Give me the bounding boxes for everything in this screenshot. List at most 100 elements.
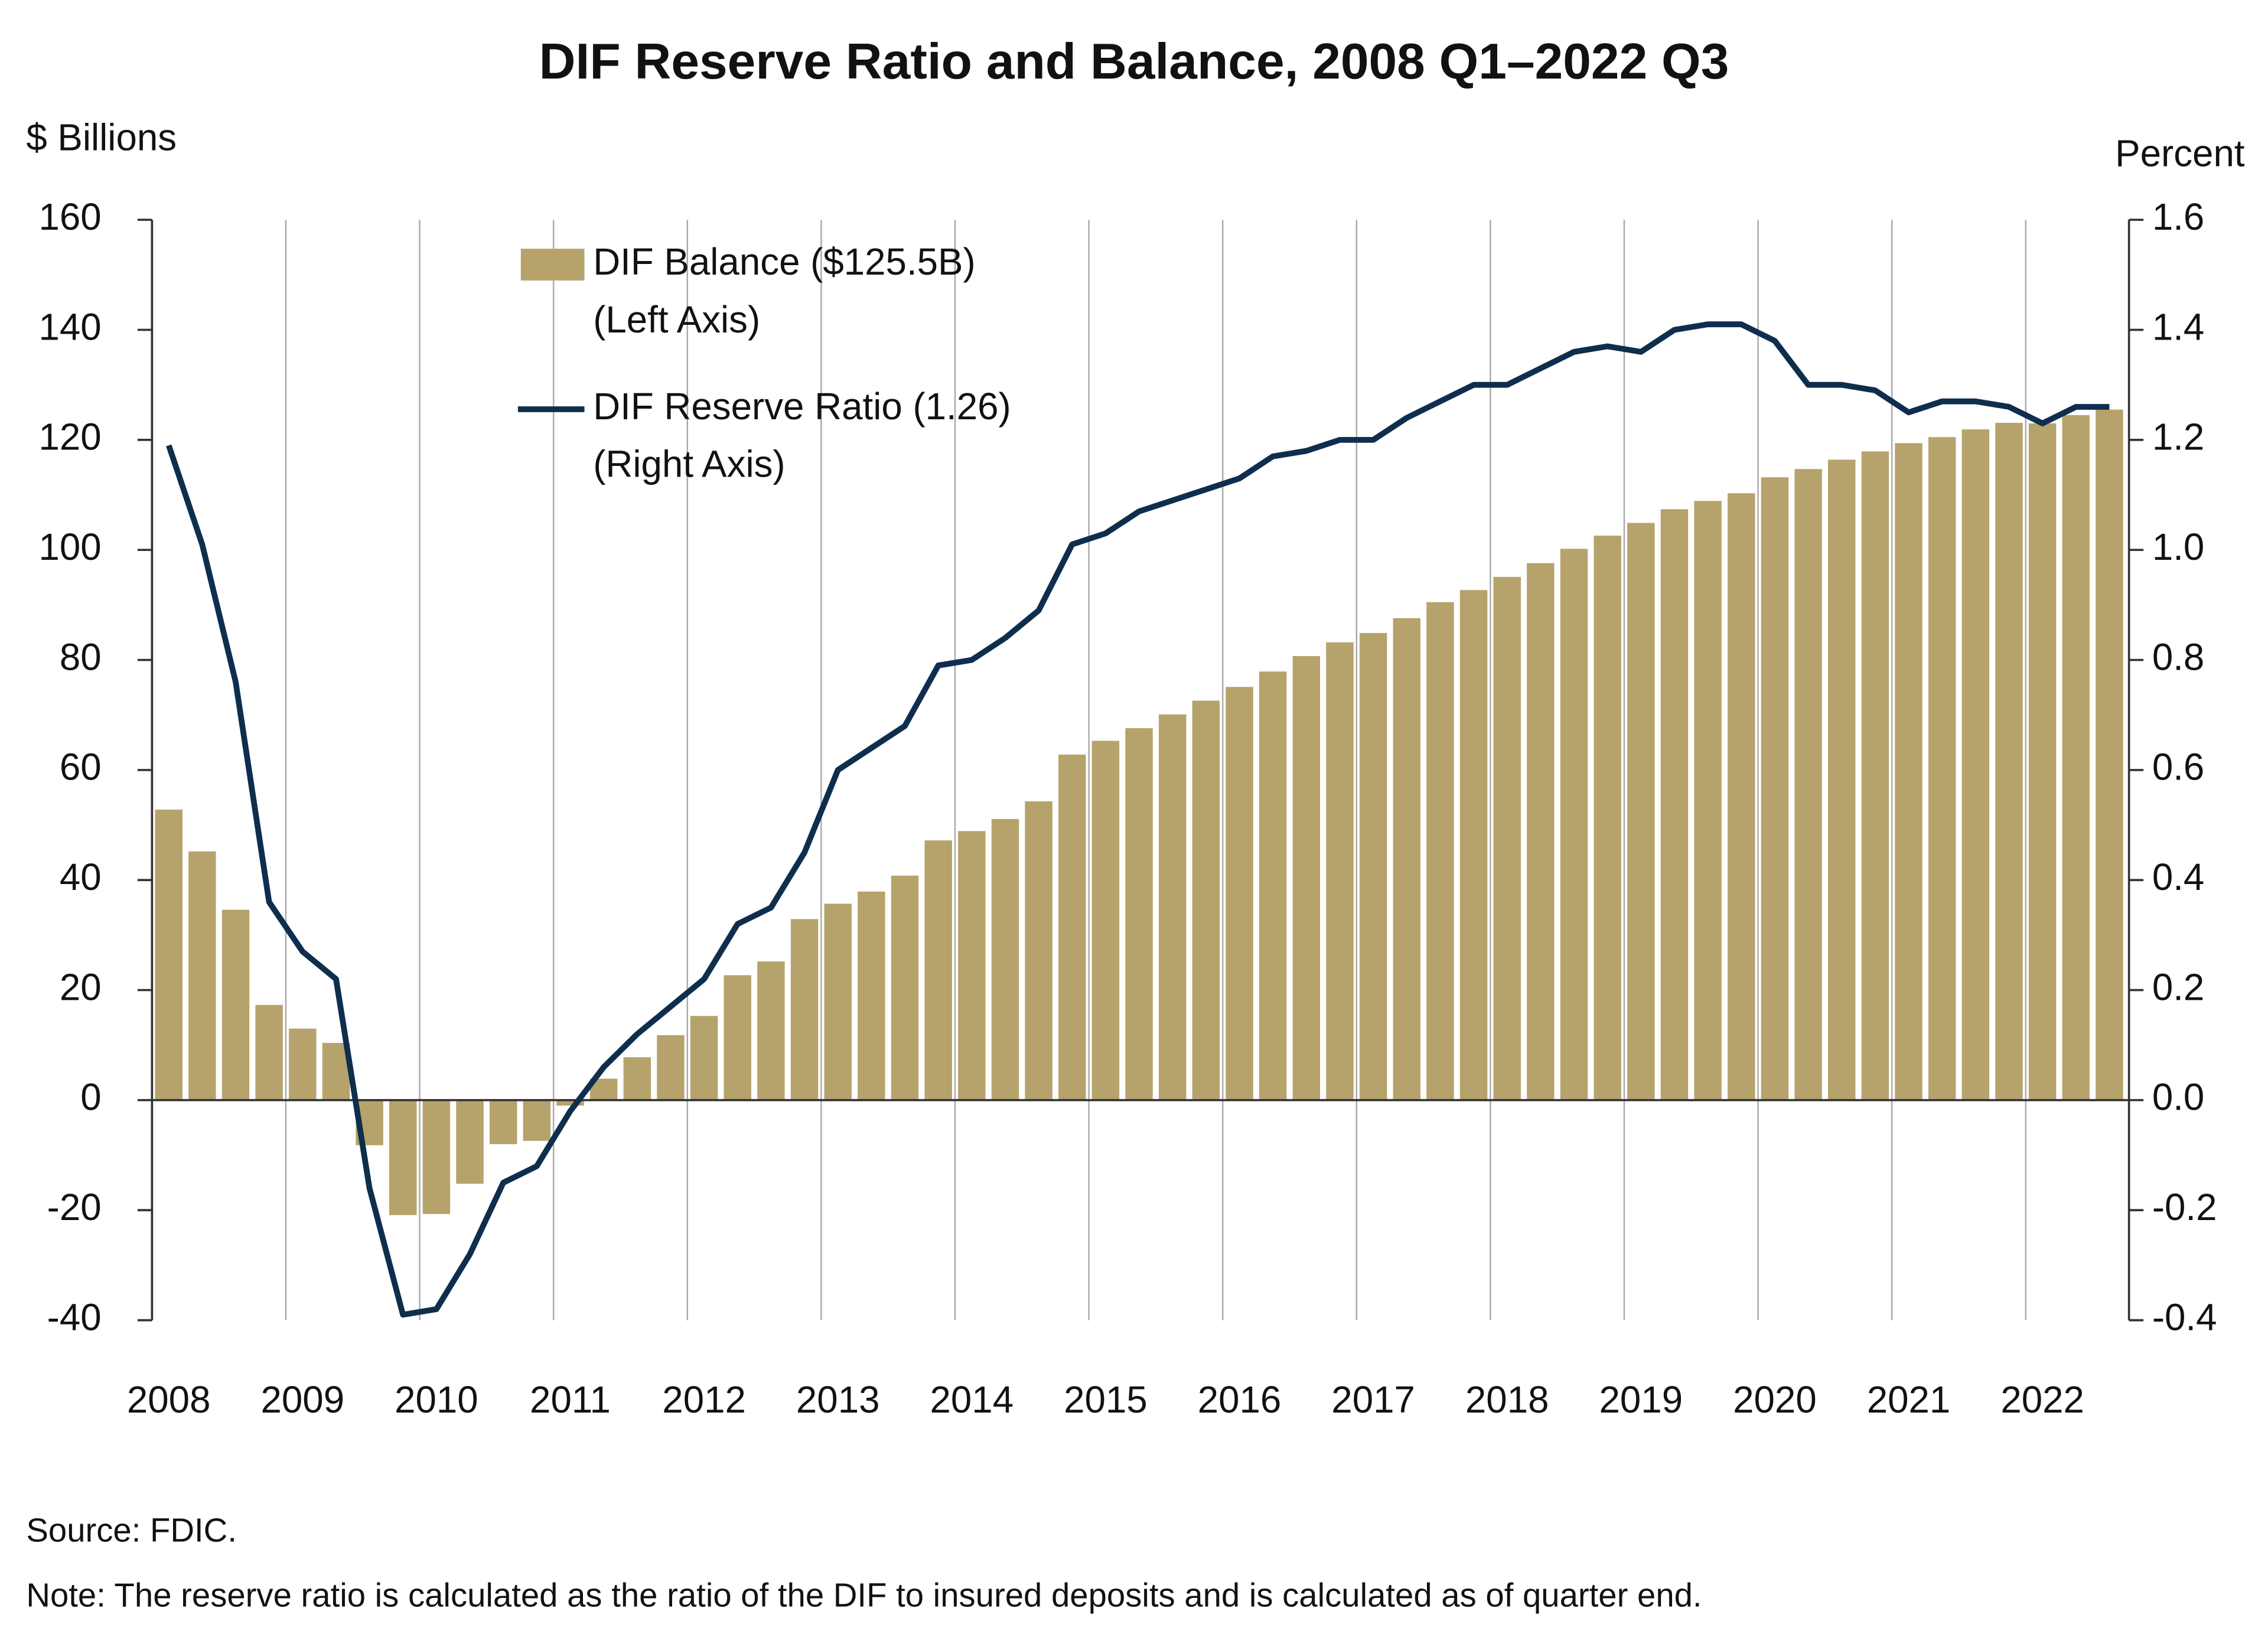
- y-tick-label: 40: [60, 856, 102, 898]
- bar: [623, 1057, 651, 1100]
- x-tick-label: 2020: [1733, 1379, 1817, 1421]
- bar: [991, 818, 1019, 1100]
- legend-swatch: [520, 249, 585, 281]
- y-tick-label: 100: [38, 526, 101, 568]
- bar: [1192, 700, 1220, 1100]
- y2-tick-label: 1.2: [2152, 416, 2205, 458]
- bar: [456, 1100, 484, 1184]
- x-tick-label: 2008: [127, 1379, 211, 1421]
- bar: [1226, 687, 1253, 1100]
- bar: [1493, 576, 1521, 1100]
- bar: [924, 840, 952, 1100]
- bar: [790, 919, 819, 1100]
- bar: [1125, 728, 1153, 1100]
- bar: [1627, 523, 1655, 1100]
- y-tick-label: -20: [47, 1186, 102, 1228]
- y-axis-label: $ Billions: [26, 116, 177, 158]
- bar: [289, 1028, 317, 1100]
- bar: [1861, 451, 1889, 1100]
- bar: [389, 1100, 417, 1215]
- bar: [1025, 801, 1052, 1100]
- bar: [1459, 590, 1488, 1100]
- bar: [1426, 602, 1454, 1100]
- x-tick-label: 2015: [1064, 1379, 1148, 1421]
- bar: [1292, 656, 1321, 1100]
- y2-tick-label: 0.4: [2152, 856, 2205, 898]
- bar: [1660, 509, 1689, 1100]
- legend-axis-note: (Right Axis): [593, 443, 785, 485]
- bar: [188, 851, 216, 1100]
- x-tick-label: 2010: [395, 1379, 478, 1421]
- bar: [958, 831, 986, 1100]
- bar: [1594, 535, 1621, 1100]
- bar: [891, 875, 919, 1100]
- y-tick-label: 80: [60, 636, 102, 678]
- y2-tick-label: 0.2: [2152, 966, 2205, 1008]
- bar: [556, 1100, 584, 1106]
- y2-tick-label: 0.8: [2152, 636, 2205, 678]
- y-tick-label: 140: [38, 306, 101, 348]
- x-tick-label: 2012: [662, 1379, 746, 1421]
- bar: [2062, 415, 2090, 1100]
- x-tick-label: 2013: [796, 1379, 880, 1421]
- bar: [1728, 493, 1755, 1100]
- y-tick-label: -40: [47, 1296, 102, 1338]
- y-tick-label: 160: [38, 196, 101, 238]
- bar: [1158, 714, 1187, 1100]
- bar: [1761, 477, 1789, 1100]
- y2-tick-label: -0.4: [2152, 1296, 2217, 1338]
- line: [166, 321, 2110, 1318]
- bar: [757, 961, 785, 1100]
- y2-tick-label: 1.6: [2152, 196, 2205, 238]
- legend-label: DIF Reserve Ratio (1.26): [593, 386, 1011, 428]
- bar: [1359, 632, 1387, 1100]
- y2-tick-label: 0.0: [2152, 1077, 2205, 1118]
- legend-axis-note: (Left Axis): [593, 299, 760, 341]
- bar: [1259, 671, 1287, 1100]
- x-tick-label: 2014: [930, 1379, 1014, 1421]
- y2-tick-label: 1.4: [2152, 306, 2205, 348]
- note: Note: The reserve ratio is calculated as…: [26, 1577, 1702, 1614]
- legend-label: DIF Balance ($125.5B): [593, 241, 976, 283]
- y-tick-label: 60: [60, 746, 102, 788]
- bar: [1828, 459, 1856, 1100]
- y2-tick-label: 0.6: [2152, 746, 2205, 788]
- x-tick-label: 2018: [1465, 1379, 1549, 1421]
- bar: [1995, 422, 2023, 1100]
- bar: [155, 809, 183, 1100]
- bar: [489, 1100, 517, 1144]
- y2-axis-label: Percent: [2115, 132, 2245, 174]
- chart-title: DIF Reserve Ratio and Balance, 2008 Q1–2…: [539, 33, 1729, 90]
- y-tick-label: 0: [80, 1077, 101, 1118]
- x-tick-label: 2011: [530, 1379, 611, 1421]
- x-tick-label: 2016: [1198, 1379, 1282, 1421]
- y-tick-label: 120: [38, 416, 101, 458]
- bar: [1961, 429, 1990, 1100]
- bar: [1393, 618, 1421, 1100]
- source: Source: FDIC.: [26, 1511, 237, 1548]
- x-tick-label: 2019: [1599, 1379, 1683, 1421]
- bar: [422, 1100, 451, 1214]
- bar: [824, 904, 852, 1100]
- bar: [2096, 409, 2123, 1100]
- bar: [1091, 741, 1120, 1100]
- x-tick-label: 2022: [2000, 1379, 2084, 1421]
- bar: [858, 891, 885, 1100]
- bar: [1326, 642, 1354, 1100]
- x-tick-label: 2021: [1867, 1379, 1951, 1421]
- bar: [1895, 443, 1922, 1100]
- bar: [1527, 563, 1555, 1100]
- bar: [1560, 549, 1588, 1100]
- bar: [2028, 423, 2057, 1100]
- bar: [724, 975, 751, 1100]
- bar: [255, 1004, 283, 1100]
- y2-tick-label: 1.0: [2152, 526, 2205, 568]
- y2-tick-label: -0.2: [2152, 1186, 2217, 1228]
- bar: [1928, 437, 1956, 1100]
- bar: [221, 909, 250, 1100]
- bar: [1694, 501, 1722, 1100]
- x-tick-label: 2009: [260, 1379, 344, 1421]
- bar: [657, 1035, 685, 1100]
- bar: [523, 1100, 551, 1141]
- bar: [1058, 754, 1086, 1100]
